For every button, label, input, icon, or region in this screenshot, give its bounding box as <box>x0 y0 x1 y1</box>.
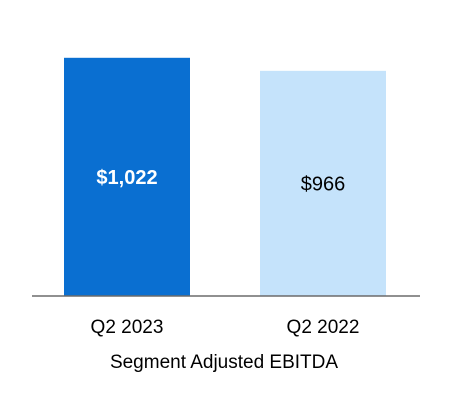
x-tick-label: Q2 2022 <box>287 317 360 338</box>
data-label: $966 <box>301 173 346 195</box>
x-tick-label: Q2 2023 <box>91 317 164 338</box>
bar-q2-2023 <box>64 57 190 296</box>
data-label: $1,022 <box>96 167 157 189</box>
x-tick-labels-group: Q2 2023 Q2 2022 <box>91 317 360 338</box>
data-labels-group: $1,022 $966 <box>96 167 345 196</box>
bar-q2-2022 <box>260 70 386 296</box>
x-axis-title: Segment Adjusted EBITDA <box>110 352 338 373</box>
bars-group <box>64 57 386 296</box>
